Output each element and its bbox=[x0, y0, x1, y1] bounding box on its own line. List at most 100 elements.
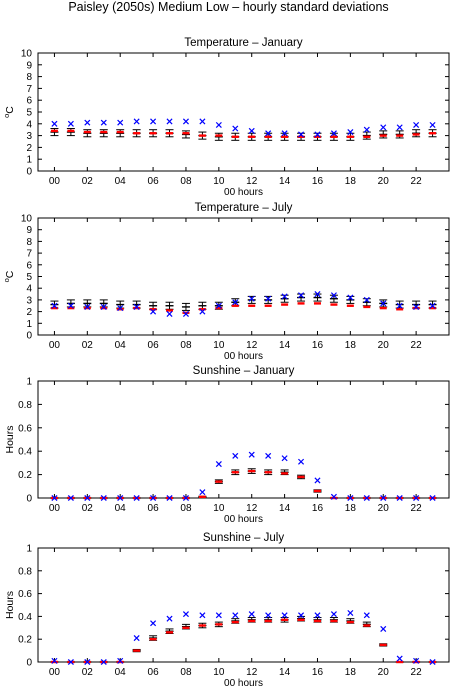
x-marker-stroke bbox=[330, 292, 337, 299]
y-tick-label: 0 bbox=[26, 658, 32, 669]
x-tick-label: 22 bbox=[411, 503, 423, 514]
x-marker-stroke bbox=[413, 121, 420, 129]
x-tick-label: 04 bbox=[115, 667, 127, 678]
x-marker bbox=[215, 302, 222, 309]
y-tick-label: 0 bbox=[26, 494, 32, 505]
x-marker bbox=[248, 127, 255, 134]
x-marker bbox=[314, 291, 321, 298]
x-marker bbox=[248, 295, 255, 302]
x-marker-stroke bbox=[314, 291, 321, 298]
x-marker bbox=[265, 612, 272, 619]
x-tick-label: 12 bbox=[246, 667, 258, 678]
x-marker bbox=[380, 625, 387, 632]
x-marker bbox=[84, 494, 91, 502]
x-tick-label: 00 bbox=[49, 503, 61, 514]
x-marker-stroke bbox=[133, 118, 140, 125]
x-marker bbox=[396, 655, 403, 662]
x-marker bbox=[314, 131, 321, 138]
x-marker-stroke bbox=[133, 494, 140, 502]
x-marker-stroke bbox=[265, 452, 272, 459]
x-tick-label: 04 bbox=[115, 176, 127, 187]
x-marker bbox=[347, 609, 354, 617]
x-marker-stroke bbox=[314, 477, 321, 484]
x-marker-stroke bbox=[380, 625, 387, 632]
panel-title: Sunshine – July bbox=[203, 532, 284, 544]
x-tick-label: 18 bbox=[345, 503, 357, 514]
x-tick-label: 22 bbox=[411, 176, 423, 187]
y-tick-label: 10 bbox=[21, 214, 33, 225]
x-marker-stroke bbox=[150, 118, 157, 125]
x-tick-label: 06 bbox=[148, 503, 160, 514]
x-marker-stroke bbox=[51, 120, 58, 127]
x-marker bbox=[117, 494, 124, 502]
x-marker-stroke bbox=[396, 302, 403, 309]
x-tick-label: 10 bbox=[213, 340, 225, 351]
panel-title: Temperature – January bbox=[184, 37, 303, 49]
x-marker-stroke bbox=[298, 131, 305, 138]
x-marker bbox=[67, 120, 74, 127]
y-tick-label: 0.4 bbox=[18, 612, 32, 623]
panel-title: Temperature – July bbox=[195, 202, 293, 214]
x-marker bbox=[298, 458, 305, 465]
x-marker-stroke bbox=[215, 612, 222, 619]
x-marker bbox=[133, 635, 140, 642]
x-tick-label: 14 bbox=[279, 176, 291, 187]
y-tick-label: 8 bbox=[26, 237, 32, 248]
x-tick-label: 08 bbox=[180, 340, 192, 351]
x-marker bbox=[413, 494, 420, 502]
x-marker-stroke bbox=[51, 302, 58, 309]
y-axis-label: Hours bbox=[4, 591, 16, 619]
y-tick-label: 2 bbox=[26, 143, 32, 154]
x-tick-label: 16 bbox=[312, 667, 324, 678]
x-axis-label: 00 hours bbox=[224, 187, 263, 198]
x-tick-label: 20 bbox=[378, 340, 390, 351]
y-tick-label: 0.2 bbox=[18, 470, 32, 481]
x-tick-label: 00 bbox=[49, 176, 61, 187]
y-tick-label: 7 bbox=[26, 249, 32, 260]
x-marker bbox=[281, 130, 288, 137]
x-marker bbox=[281, 293, 288, 300]
x-marker bbox=[380, 124, 387, 131]
y-tick-label: 0.6 bbox=[18, 589, 32, 600]
x-tick-label: 12 bbox=[246, 176, 258, 187]
x-marker bbox=[347, 294, 354, 301]
y-tick-label: 0.8 bbox=[18, 566, 32, 577]
x-marker bbox=[84, 119, 91, 126]
x-marker-stroke bbox=[133, 635, 140, 642]
x-tick-label: 22 bbox=[411, 667, 423, 678]
x-marker-stroke bbox=[215, 302, 222, 309]
x-marker-stroke bbox=[248, 295, 255, 302]
x-marker-stroke bbox=[429, 494, 436, 502]
x-marker bbox=[51, 120, 58, 127]
x-marker bbox=[248, 451, 255, 458]
x-marker-stroke bbox=[100, 658, 107, 666]
x-marker-stroke bbox=[265, 130, 272, 137]
y-axis-label: oC bbox=[2, 106, 16, 118]
x-marker bbox=[363, 126, 370, 133]
x-marker bbox=[166, 310, 173, 317]
x-marker bbox=[396, 302, 403, 309]
x-marker bbox=[100, 303, 107, 310]
x-marker-stroke bbox=[215, 461, 222, 468]
x-marker bbox=[314, 477, 321, 484]
x-tick-label: 14 bbox=[279, 340, 291, 351]
x-marker-stroke bbox=[429, 658, 436, 666]
x-marker-stroke bbox=[347, 129, 354, 136]
x-marker-stroke bbox=[298, 612, 305, 619]
x-marker bbox=[429, 494, 436, 502]
x-marker-stroke bbox=[117, 657, 124, 664]
x-tick-label: 20 bbox=[378, 503, 390, 514]
x-marker bbox=[117, 657, 124, 664]
y-tick-label: 2 bbox=[26, 307, 32, 318]
x-tick-label: 14 bbox=[279, 503, 291, 514]
x-tick-label: 08 bbox=[180, 667, 192, 678]
x-marker-stroke bbox=[84, 119, 91, 126]
x-marker-stroke bbox=[347, 494, 354, 502]
x-marker-stroke bbox=[150, 620, 157, 627]
x-marker-stroke bbox=[363, 296, 370, 303]
x-marker-stroke bbox=[67, 658, 74, 666]
x-marker-stroke bbox=[396, 124, 403, 131]
x-marker bbox=[51, 494, 58, 502]
y-axis-label-base: C bbox=[4, 270, 16, 278]
